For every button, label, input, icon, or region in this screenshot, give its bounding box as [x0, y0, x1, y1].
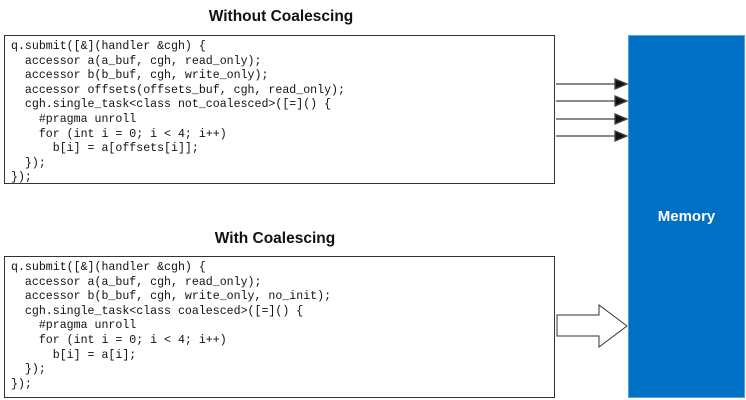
arrow-3-head	[614, 113, 629, 125]
coalesced-code: q.submit([&](handler &cgh) { accessor a(…	[11, 261, 332, 391]
arrow-2-head	[614, 95, 629, 107]
not-coalesced-code: q.submit([&](handler &cgh) { accessor a(…	[11, 40, 345, 185]
coalesced-access-arrow	[556, 304, 628, 348]
with-coalescing-title: With Coalescing	[214, 230, 336, 247]
coalesced-code-box: q.submit([&](handler &cgh) { accessor a(…	[4, 256, 555, 398]
arrow-1-head	[614, 78, 629, 90]
memory-block: Memory	[628, 35, 745, 398]
not-coalesced-code-box: q.submit([&](handler &cgh) { accessor a(…	[4, 35, 555, 184]
individual-access-arrows	[556, 78, 629, 142]
memory-label: Memory	[657, 208, 716, 225]
arrow-4-head	[614, 130, 629, 142]
without-coalescing-title: Without Coalescing	[208, 8, 354, 25]
